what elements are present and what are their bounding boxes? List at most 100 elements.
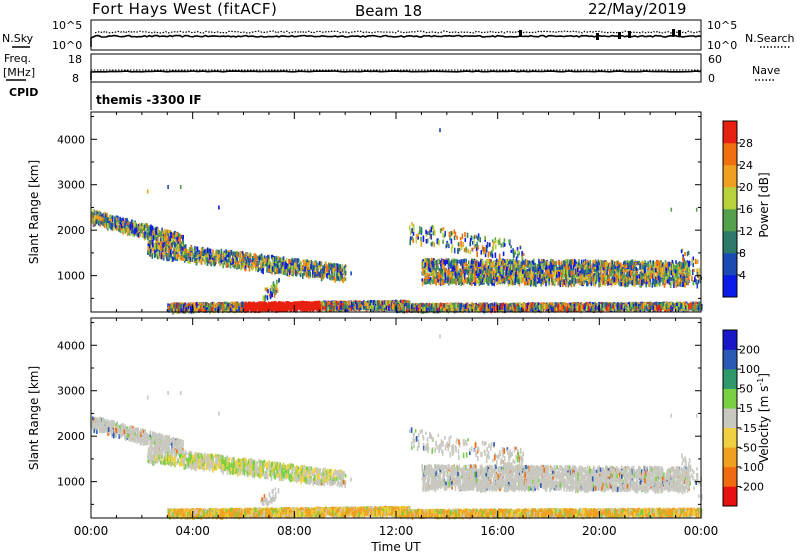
echo-cell xyxy=(176,308,178,315)
echo-cell xyxy=(253,306,256,312)
nsky-label: N.Sky xyxy=(2,32,34,45)
echo-cell xyxy=(314,304,317,309)
echo-cell xyxy=(253,256,255,263)
echo-cell xyxy=(321,271,324,277)
echo-cell xyxy=(192,252,194,258)
echo-cell xyxy=(341,277,343,282)
echo-cell xyxy=(129,224,131,231)
echo-cell xyxy=(148,252,151,255)
echo-cell xyxy=(339,276,341,282)
echo-cell xyxy=(277,264,279,268)
echo-cell xyxy=(280,305,282,311)
echo-cell xyxy=(336,272,338,279)
echo-cell xyxy=(119,216,121,222)
echo-cell xyxy=(160,241,163,245)
echo-cell xyxy=(210,254,212,259)
echo-cell xyxy=(290,302,293,307)
echo-cell xyxy=(190,252,193,257)
echo-cell xyxy=(317,273,319,278)
echo-cell xyxy=(91,211,93,216)
echo-cell xyxy=(279,264,281,269)
echo-cell xyxy=(314,262,316,266)
echo-cell xyxy=(333,306,335,312)
echo-cell xyxy=(310,302,313,306)
echo-cell xyxy=(134,229,137,234)
echo-cell xyxy=(210,261,212,267)
echo-cell xyxy=(148,232,151,237)
echo-cell xyxy=(277,255,280,260)
echo-cell xyxy=(217,254,219,259)
echo-cell xyxy=(272,257,274,261)
echo-cell xyxy=(196,246,199,253)
echo-cell xyxy=(168,230,170,234)
echo-cell xyxy=(343,270,346,274)
echo-cell xyxy=(275,255,277,262)
echo-cell xyxy=(130,225,133,231)
nsky-trace xyxy=(90,29,702,47)
echo-cell xyxy=(229,263,232,269)
echo-cell xyxy=(145,226,147,233)
echo-cell xyxy=(324,268,327,274)
echo-cell xyxy=(331,269,333,274)
echo-cell xyxy=(263,262,265,268)
echo-cell xyxy=(98,219,101,225)
echo-cell xyxy=(225,254,227,260)
echo-cell xyxy=(95,211,98,216)
echo-cell xyxy=(227,263,229,268)
echo-cell xyxy=(182,253,185,260)
echo-cell xyxy=(213,302,215,307)
echo-cell xyxy=(157,229,159,234)
echo-cell xyxy=(147,240,150,247)
echo-cell xyxy=(107,223,109,229)
echo-cell xyxy=(293,262,296,269)
echo-cell xyxy=(153,231,155,237)
echo-cell xyxy=(164,230,166,236)
echo-cell xyxy=(124,222,127,229)
echo-cell xyxy=(167,252,169,259)
echo-cell xyxy=(333,262,335,268)
echo-cell xyxy=(302,273,304,279)
echo-cell xyxy=(199,302,201,306)
freq-label-bottom: [MHz] xyxy=(3,66,35,79)
echo-cell xyxy=(209,248,211,253)
echo-cell xyxy=(194,305,197,311)
echo-cell xyxy=(198,305,200,309)
echo-cell xyxy=(270,254,273,259)
echo-cell xyxy=(268,259,270,265)
echo-cell xyxy=(91,213,93,218)
echo-cell xyxy=(187,254,189,260)
echo-cell xyxy=(170,232,172,235)
echo-cell xyxy=(312,264,315,270)
station-title: Fort Hays West (fitACF) xyxy=(92,0,277,18)
echo-cell xyxy=(165,241,167,245)
echo-cell xyxy=(363,306,365,310)
nsearch-tick-top: 10^5 xyxy=(707,19,737,32)
echo-cell xyxy=(200,250,202,257)
echo-cell xyxy=(92,212,95,216)
echo-cell xyxy=(392,304,395,310)
echo-cell xyxy=(183,248,185,253)
echo-cell xyxy=(180,305,182,309)
echo-cell xyxy=(292,304,294,309)
echo-cell xyxy=(344,270,347,276)
echo-cell xyxy=(304,259,306,264)
echo-cell xyxy=(180,255,183,261)
echo-cell xyxy=(200,256,203,262)
echo-cell xyxy=(314,266,317,272)
echo-cell xyxy=(135,232,138,237)
echo-cell xyxy=(145,223,147,228)
echo-cell xyxy=(159,231,162,238)
echo-cell xyxy=(246,256,249,260)
echo-cell xyxy=(204,305,206,310)
echo-cell xyxy=(117,223,119,229)
echo-cell xyxy=(326,266,329,273)
echo-cell xyxy=(111,217,114,222)
echo-cell xyxy=(304,266,306,272)
echo-cell xyxy=(151,232,153,239)
echo-cell xyxy=(168,305,170,310)
echo-cell xyxy=(236,252,238,258)
echo-cell xyxy=(135,223,138,230)
echo-cell xyxy=(98,216,100,220)
echo-cell xyxy=(172,256,174,262)
echo-cell xyxy=(260,267,263,273)
